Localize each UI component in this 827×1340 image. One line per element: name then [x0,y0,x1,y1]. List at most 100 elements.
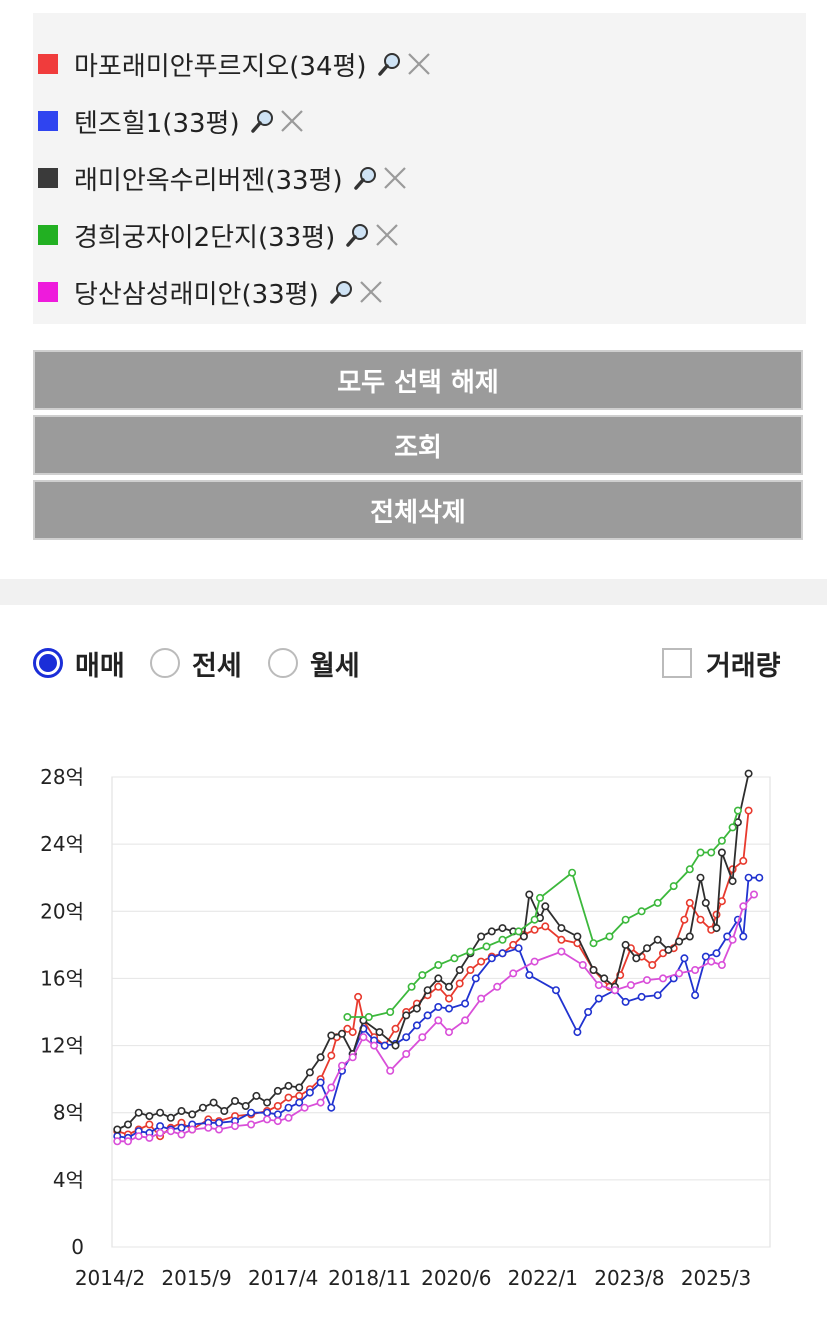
data-point [696,873,705,882]
data-point [717,836,726,845]
close-icon[interactable] [373,221,401,249]
data-point [391,1024,400,1033]
data-point [386,1066,395,1075]
magnifier-icon[interactable] [377,51,403,77]
color-swatch [38,54,58,74]
data-point [717,897,726,906]
data-point [477,994,486,1003]
deselect-all-button[interactable]: 모두 선택 해제 [33,350,803,410]
data-point [739,902,748,911]
data-point [755,873,764,882]
data-point [696,848,705,857]
radio-jeonse-indicator[interactable] [150,648,180,678]
data-point [327,1083,336,1092]
data-point [696,915,705,924]
volume-toggle[interactable]: 거래량 [662,641,781,685]
data-point [610,986,619,995]
close-icon[interactable] [357,278,385,306]
plot-area [111,776,771,1248]
close-icon[interactable] [381,164,409,192]
data-point [434,974,443,983]
data-point [423,1011,432,1020]
x-tick-label: 2017/4 [248,1266,318,1290]
apartment-item: 당산삼성래미안(33평) [38,272,385,312]
data-point [653,991,662,1000]
radio-monthly-indicator[interactable] [268,648,298,678]
radio-jeonse[interactable]: 전세 [150,641,242,685]
data-point [685,865,694,874]
data-point [461,1016,470,1025]
data-point [247,1108,256,1117]
data-point [498,949,507,958]
data-point [675,937,684,946]
color-swatch [38,168,58,188]
data-point [701,898,710,907]
data-point [525,971,534,980]
data-point [653,898,662,907]
data-point [568,868,577,877]
radio-sale[interactable]: 매매 [33,641,125,685]
data-point [658,949,667,958]
search-button[interactable]: 조회 [33,415,803,475]
radio-sale-label: 매매 [75,650,125,682]
magnifier-icon[interactable] [250,108,276,134]
data-point [134,1132,143,1141]
data-point [701,952,710,961]
radio-sale-indicator[interactable] [33,648,63,678]
data-point [188,1125,197,1134]
magnifier-icon[interactable] [329,279,355,305]
data-point [188,1110,197,1119]
x-tick-label: 2022/1 [508,1266,578,1290]
data-point [316,1053,325,1062]
radio-monthly[interactable]: 월세 [268,641,360,685]
data-point [273,1110,282,1119]
delete-all-button[interactable]: 전체삭제 [33,480,803,540]
data-point [653,935,662,944]
data-point [466,966,475,975]
data-point [621,997,630,1006]
data-point [145,1120,154,1129]
data-point [177,1130,186,1139]
data-point [482,942,491,951]
data-point [594,981,603,990]
data-point [444,994,453,1003]
data-point [541,922,550,931]
apartment-label: 래미안옥수리버젠(33평) [74,165,343,196]
close-icon[interactable] [405,50,433,78]
data-point [380,1041,389,1050]
data-point [744,806,753,815]
data-point [621,940,630,949]
data-point [434,1002,443,1011]
data-point [444,1004,453,1013]
data-point [209,1098,218,1107]
y-tick-label: 0 [71,1235,84,1259]
data-point [402,1011,411,1020]
data-point [637,907,646,916]
data-point [642,944,651,953]
magnifier-icon[interactable] [345,222,371,248]
volume-checkbox[interactable] [662,648,692,678]
data-point [412,1021,421,1030]
data-point [584,1007,593,1016]
data-point [514,927,523,936]
data-point [744,769,753,778]
data-point [402,1049,411,1058]
magnifier-icon[interactable] [353,165,379,191]
data-point [658,974,667,983]
data-point [541,902,550,911]
data-point [487,927,496,936]
data-point [728,935,737,944]
close-icon[interactable] [278,107,306,135]
data-point [231,1122,240,1131]
data-point [407,982,416,991]
data-point [493,982,502,991]
data-point [444,1028,453,1037]
data-point [733,806,742,815]
data-point [685,932,694,941]
data-point [530,957,539,966]
data-point [509,969,518,978]
data-point [215,1118,224,1127]
data-point [273,1086,282,1095]
data-point [263,1108,272,1117]
data-point [359,1033,368,1042]
